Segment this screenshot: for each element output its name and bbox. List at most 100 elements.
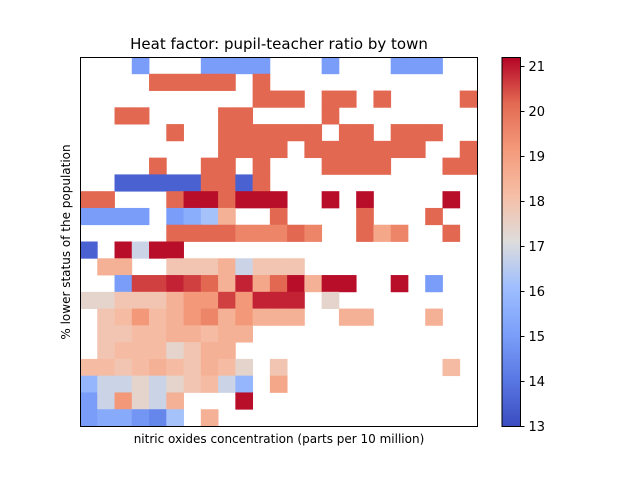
heatmap-cell [321,291,340,309]
heatmap-cell [373,90,392,108]
heatmap-cell [200,157,219,175]
heatmap-cell [235,325,254,343]
heatmap-cell [114,174,133,192]
heatmap-cell [252,191,271,209]
colorbar-tick-label: 21 [529,60,546,75]
heatmap-cell [166,409,184,427]
colorbar-tick-label: 13 [529,420,546,435]
heatmap-cell [114,275,133,293]
heatmap-cell [218,57,236,75]
heatmap-cell [97,342,115,360]
heatmap-cell [131,241,150,259]
heatmap-cell [269,358,288,377]
heatmap-cell [97,258,115,276]
heatmap-cell [269,207,288,226]
heatmap-cell [252,224,271,242]
heatmap-cell [356,191,374,209]
heatmap-cell [269,140,288,159]
heatmap-cell [183,207,202,226]
heatmap-cell [235,258,254,276]
heatmap-cell [183,73,202,91]
heatmap-cell [166,191,184,209]
colorbar-tick-label: 17 [529,240,546,255]
heatmap-cell [269,124,288,142]
heatmap-cell [149,291,167,309]
heatmap-cell [166,325,184,343]
heatmap-cell [218,157,236,175]
heatmap-cell [183,291,202,309]
heatmap-cell [149,409,167,427]
heatmap-cell [304,275,323,293]
colorbar-ticks: 13 14 15 16 17 18 19 20 21 [520,60,546,435]
heatmap-cell [218,325,236,343]
heatmap-cell [200,358,219,377]
heatmap-cell [269,275,288,293]
heatmap-cell [321,140,340,159]
heatmap-cell [235,358,254,377]
heatmap-cell [131,174,150,192]
heatmap-cell [304,124,323,142]
heatmap-cell [80,392,98,410]
heatmap-cell [80,207,98,226]
heatmap-cell [218,375,236,393]
heatmap-cell [131,325,150,343]
heatmap-cell [252,174,271,192]
heatmap-cell [149,358,167,377]
heatmap-cell [269,90,288,108]
heatmap-cell [338,275,357,293]
heatmap-cell [183,325,202,343]
heatmap-cell [287,90,305,108]
heatmap-cell [252,308,271,326]
heatmap-cell [425,57,443,75]
heatmap-cell [80,409,98,427]
heatmap-cell [235,140,254,159]
heatmap-cell [321,191,340,209]
heatmap-cell [166,258,184,276]
heatmap-cell [252,140,271,159]
heatmap-cell [200,174,219,192]
heatmap-cell [114,342,133,360]
heatmap-cell [459,140,478,159]
heatmap-cell [390,224,409,242]
heatmap-cell [200,291,219,309]
heatmap-cell [183,375,202,393]
heatmap-cell [97,392,115,410]
heatmap-cell [183,358,202,377]
heatmap-cell [338,308,357,326]
heatmap-cell [218,73,236,91]
heatmap-cell [218,291,236,309]
heatmap-cell [200,57,219,75]
heatmap-cell [356,124,374,142]
heatmap-cell [183,275,202,293]
heatmap-cell [200,275,219,293]
heatmap-cell [149,342,167,360]
heatmap-cell [80,241,98,259]
heatmap-cell [338,124,357,142]
heatmap-cell [287,224,305,242]
heatmap-cell [97,409,115,427]
heatmap-cell [287,275,305,293]
heatmap-cell [131,207,150,226]
heatmap-cell [97,191,115,209]
heatmap-cell [338,90,357,108]
colorbar-tick-label: 16 [529,285,546,300]
heatmap-cell [235,124,254,142]
heatmap-cell [200,342,219,360]
heatmap-cell [183,308,202,326]
heatmap-cell [97,375,115,393]
heatmap-cell [166,207,184,226]
heatmap-cell [149,157,167,175]
heatmap-cell [269,258,288,276]
heatmap-cell [442,358,461,377]
heatmap-cell [252,157,271,175]
heatmap-cell [166,73,184,91]
heatmap-cell [442,191,461,209]
heatmap-cell [166,174,184,192]
heatmap-cell [97,308,115,326]
heatmap-cell [166,224,184,242]
heatmap-cell [269,191,288,209]
heatmap-cell [149,392,167,410]
colorbar-tick-label: 19 [529,150,546,165]
heatmap-cell [321,57,340,75]
heatmap-cell [218,358,236,377]
